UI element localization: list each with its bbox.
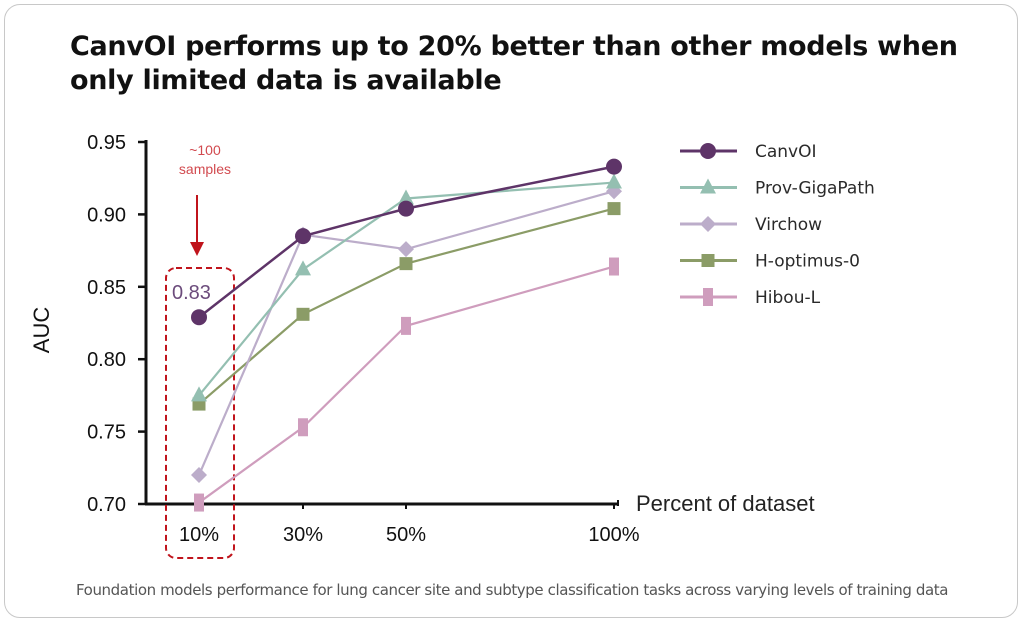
x-tick-label: 50% (386, 524, 426, 546)
legend-item: Prov-GigaPath (680, 178, 875, 199)
annotation-arrow-head (190, 242, 204, 256)
data-point (606, 158, 622, 175)
chart-card (4, 4, 1018, 618)
data-point (191, 386, 207, 402)
legend-item: H-optimus-0 (680, 252, 860, 272)
legend-marker-rect (703, 288, 713, 306)
annotation-text-line2: samples (179, 161, 231, 177)
y-tick-label: 0.90 (87, 204, 126, 226)
data-point (398, 241, 414, 258)
legend-marker-diamond (700, 216, 716, 232)
x-tick-label: 10% (179, 524, 219, 546)
data-point (609, 257, 619, 276)
data-point (399, 257, 413, 271)
legend-label: H-optimus-0 (755, 252, 860, 272)
legend-item: CanvOI (680, 142, 817, 162)
data-point (401, 316, 411, 335)
series-hibou-l (194, 257, 619, 512)
series-line (197, 190, 615, 476)
y-tick-label: 0.85 (87, 277, 126, 299)
series-line (198, 207, 615, 405)
chart-title: CanvOI performs up to 20% better than ot… (70, 31, 958, 96)
legend-label: Hibou-L (755, 288, 821, 308)
data-point (398, 189, 414, 205)
data-point (191, 467, 207, 484)
series-prov-gigapath (191, 173, 622, 402)
data-point (295, 260, 311, 276)
x-axis-label: Percent of dataset (636, 491, 815, 516)
y-tick-label: 0.95 (87, 132, 126, 154)
legend-marker-triangle (700, 178, 716, 194)
annotation-text-line1: ~100 (189, 142, 221, 158)
y-axis-label: AUC (29, 307, 54, 354)
series-canvoi (191, 158, 622, 326)
data-point (398, 200, 414, 217)
y-tick-label: 0.80 (87, 349, 126, 371)
legend-label: CanvOI (755, 142, 817, 162)
series-line (198, 165, 615, 319)
data-point (607, 202, 621, 216)
chart-caption: Foundation models performance for lung c… (75, 581, 949, 599)
x-tick-label: 30% (283, 524, 323, 546)
series-line (198, 181, 615, 397)
highlight-value-label: 0.83 (172, 282, 211, 304)
legend-label: Virchow (755, 215, 822, 235)
data-point (191, 309, 207, 326)
y-tick-label: 0.75 (87, 422, 126, 444)
x-tick-label: 100% (588, 524, 639, 546)
legend-label: Prov-GigaPath (755, 179, 875, 199)
highlight-box (165, 267, 235, 559)
data-point (296, 307, 310, 321)
data-point (606, 173, 622, 189)
y-tick-label: 0.70 (87, 494, 126, 516)
legend-marker-square (701, 254, 715, 267)
legend-item: Virchow (680, 215, 822, 235)
data-point (295, 228, 311, 245)
legend-item: Hibou-L (680, 288, 821, 308)
series-h-optimus-0 (192, 202, 621, 411)
data-point (298, 418, 308, 437)
data-point (194, 493, 204, 512)
legend-marker-circle (700, 143, 716, 159)
series-line (198, 265, 615, 504)
